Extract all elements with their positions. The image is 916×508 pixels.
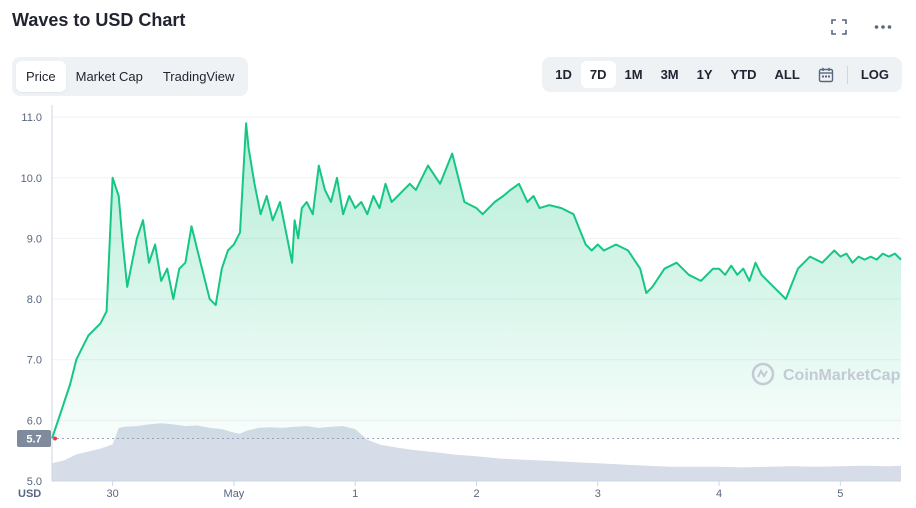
price-series [51, 122, 902, 441]
tab-market-cap[interactable]: Market Cap [75, 69, 143, 84]
calendar-icon[interactable] [809, 61, 843, 88]
coinmarketcap-logo-icon [751, 362, 775, 386]
y-tick-label: 11.0 [21, 112, 42, 124]
chart-actions [828, 16, 894, 38]
current-price-badge [17, 430, 51, 448]
price-series-line [51, 122, 902, 439]
range-ytd[interactable]: YTD [730, 67, 757, 82]
y-tick-label: 7.0 [27, 355, 42, 367]
x-tick-label: 1 [352, 488, 358, 500]
y-tick-label: 10.0 [21, 173, 42, 185]
time-range-selector: 1D 7D 1M 3M 1Y YTD ALL LOG [542, 57, 902, 92]
x-tick-label: 3 [595, 488, 601, 500]
tab-tradingview[interactable]: TradingView [162, 69, 235, 84]
y-tick-label: 5.0 [27, 476, 42, 488]
range-7d[interactable]: 7D [580, 61, 616, 88]
x-tick-label: 2 [473, 488, 479, 500]
y-tick-label: 9.0 [27, 233, 42, 245]
currency-label: USD [18, 488, 41, 500]
y-axis-ticks: 11.0 10.0 9.0 8.0 7.0 6.0 5.0 [21, 112, 42, 488]
price-series-fill [52, 123, 901, 439]
x-tick-label: 30 [107, 488, 119, 500]
x-tick-label: 5 [837, 488, 843, 500]
range-1y[interactable]: 1Y [696, 67, 713, 82]
current-price-marker: 5.7 [17, 430, 901, 448]
tab-price[interactable]: Price [16, 61, 66, 92]
more-dots-icon[interactable] [872, 16, 894, 38]
page-title: Waves to USD Chart [12, 10, 186, 30]
y-tick-label: 6.0 [27, 415, 42, 427]
range-all[interactable]: ALL [774, 67, 800, 82]
log-toggle[interactable]: LOG [860, 67, 889, 82]
range-1m[interactable]: 1M [624, 67, 643, 82]
y-tick-label: 8.0 [27, 294, 42, 306]
start-point-marker [53, 436, 57, 441]
range-1d[interactable]: 1D [555, 67, 572, 82]
range-divider [846, 65, 848, 84]
watermark-text: CoinMarketCap [783, 367, 901, 384]
x-tick-label: 4 [716, 488, 722, 500]
view-tabs: Price Market Cap TradingView [12, 57, 249, 96]
x-tick-label: May [224, 488, 245, 500]
range-3m[interactable]: 3M [660, 67, 679, 82]
fullscreen-icon[interactable] [828, 16, 850, 38]
current-price-label: 5.7 [26, 434, 41, 446]
x-axis-ticks: 30 May 1 2 3 4 5 [107, 481, 843, 500]
